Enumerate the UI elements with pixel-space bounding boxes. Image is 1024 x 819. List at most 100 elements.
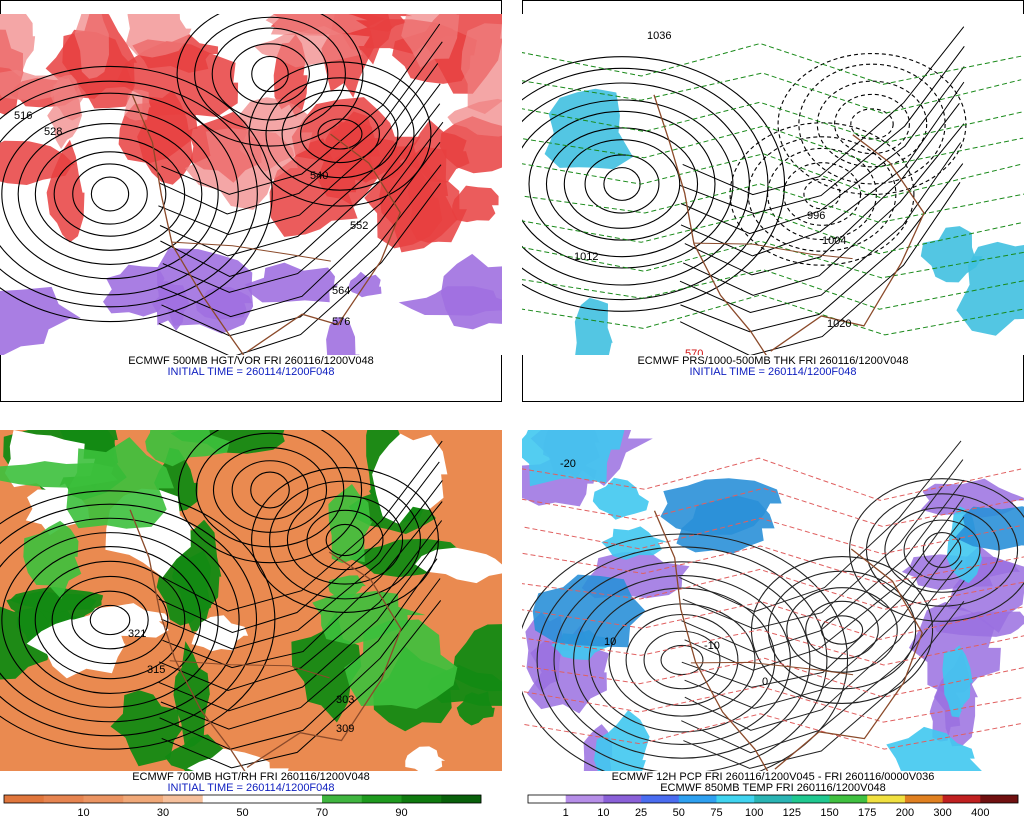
map-background: [522, 14, 1024, 355]
shaded-field: [145, 430, 230, 467]
contour-line: [161, 600, 442, 769]
contour-line: [679, 182, 961, 355]
contour-line: [161, 23, 441, 195]
caption: ECMWF 700MB HGT/RH FRI 260116/1200V048: [132, 771, 370, 783]
coastline: [246, 133, 402, 353]
colorbar-label: 150: [820, 807, 838, 819]
contour-line: [660, 644, 704, 676]
map-area: 321 315 309 303: [0, 430, 502, 771]
coastline: [129, 509, 246, 771]
colorbar-label: 30: [157, 807, 169, 819]
colorbar-swatch: [754, 795, 793, 803]
contour-line: [522, 42, 1022, 85]
contour-label: 570: [685, 348, 703, 360]
contour-line: [161, 164, 442, 337]
contour-line: [681, 479, 965, 653]
shaded-field: [441, 253, 502, 330]
contour-label: 10: [604, 636, 616, 648]
contour-line: [89, 604, 131, 636]
shaded-field: [0, 140, 75, 185]
contour-line: [34, 137, 186, 251]
contour-line: [160, 558, 438, 730]
shaded-field: [191, 615, 249, 652]
contour-line: [158, 41, 443, 215]
colorbar-swatch: [163, 795, 204, 803]
colorbar-swatch: [829, 795, 868, 803]
contour-line: [265, 77, 415, 191]
contour-line: [522, 269, 1024, 310]
shaded-field: [676, 495, 775, 554]
contour-line: [306, 509, 384, 571]
contour-line: [643, 630, 721, 690]
contour-line: [162, 501, 443, 669]
shaded-field: [405, 746, 446, 771]
shaded-field: [574, 297, 613, 355]
contour-line: [522, 545, 1024, 585]
contour-line: [522, 457, 1022, 501]
contour-line: [1, 108, 219, 280]
colorbar-label: 50: [673, 807, 685, 819]
colorbar-label: 50: [236, 807, 248, 819]
contour-label: 1036: [647, 30, 671, 42]
contour-line: [522, 82, 750, 286]
colorbar-frame: [527, 794, 1019, 804]
border: [693, 242, 853, 260]
shaded-field: [544, 88, 633, 170]
contour-line: [269, 480, 421, 600]
contour-line: [522, 568, 1024, 610]
shaded-field: [461, 23, 502, 114]
contour-line: [922, 532, 962, 568]
contour-line: [250, 471, 290, 509]
contour-line: [750, 555, 934, 705]
shaded-field: [184, 128, 298, 210]
contour-line: [747, 136, 897, 252]
colorbar-label: 10: [77, 807, 89, 819]
contour-line: [522, 72, 1022, 115]
contour-line: [251, 55, 289, 93]
contour-line: [0, 92, 239, 296]
subcaption: INITIAL TIME = 260114/1200F048: [167, 782, 334, 794]
shaded-field: [886, 726, 982, 771]
shaded-field: [103, 264, 175, 317]
colorbar-swatch: [43, 795, 84, 803]
shaded-field: [0, 14, 36, 77]
contour-label: 564: [332, 285, 350, 297]
colorbar-frame: [3, 794, 482, 804]
contour-label: 552: [350, 220, 368, 232]
shaded-field: [956, 241, 1024, 336]
contour-line: [51, 575, 169, 665]
contour-line: [545, 127, 699, 241]
shaded-field: [522, 430, 625, 487]
colorbar-label: 25: [635, 807, 647, 819]
map-area: 1036 996 1004 1012 1020 570: [522, 14, 1024, 360]
shaded-field: [601, 526, 669, 560]
contour-label: 576: [332, 316, 350, 328]
map-panel: 516 528 540 552 564 576 ECMWF 500MB HGT/VOR FR…: [0, 0, 502, 402]
contour-line: [286, 495, 404, 585]
shaded-field: [372, 433, 448, 525]
colorbar-label: 75: [710, 807, 722, 819]
shaded-field: [66, 437, 174, 529]
contour-label: 1012: [574, 251, 598, 263]
contour-line: [903, 519, 981, 581]
shaded-field: [401, 14, 460, 68]
shaded-field: [447, 98, 502, 137]
colorbar-swatch: [4, 795, 45, 803]
shaded-field: [312, 591, 426, 645]
contour-line: [158, 520, 443, 692]
contour-label: 315: [147, 664, 165, 676]
caption: ECMWF PRS/1000-500MB THK FRI 260116/1200…: [637, 355, 908, 367]
contour-line: [18, 546, 202, 694]
contour-label: 996: [807, 210, 825, 222]
contour-line: [573, 574, 791, 746]
contour-line: [523, 125, 1024, 168]
shaded-field: [0, 461, 118, 488]
colorbar-swatch: [83, 795, 124, 803]
contour-line: [317, 118, 363, 150]
contour-line: [0, 80, 258, 308]
contour-line: [194, 16, 346, 132]
coastline: [653, 510, 769, 771]
colorbar-label: 1: [563, 807, 569, 819]
